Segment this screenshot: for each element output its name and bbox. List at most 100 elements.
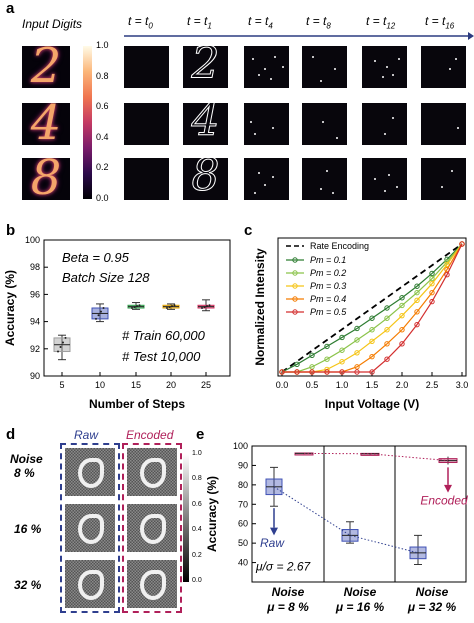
spike-dot (254, 133, 256, 135)
spike-dot (254, 192, 256, 194)
series-point (444, 261, 450, 268)
time-label: t = t4 (248, 14, 273, 31)
digit-zero-shape (140, 570, 166, 600)
digit-glyph: 4 (30, 103, 62, 145)
spike-dot (326, 170, 328, 172)
y-axis-label: Accuracy (%) (3, 270, 17, 346)
spike-dot (398, 58, 400, 60)
series-point (339, 359, 345, 365)
series-point (414, 289, 420, 296)
legend-label: Pm = 0.3 (310, 281, 346, 291)
box-point (208, 304, 211, 307)
time-label: t = t1 (187, 14, 212, 31)
spike-dot (258, 74, 260, 76)
colorbar-d (183, 454, 189, 582)
time-label: t = t16 (425, 14, 455, 31)
spike-dot (258, 172, 260, 174)
annot-batch: Batch Size 128 (62, 270, 150, 285)
time-label: t = t0 (128, 14, 153, 31)
box-point (95, 317, 97, 320)
spike-dot (374, 178, 376, 180)
series-point (414, 297, 420, 304)
spike-dot (334, 68, 336, 70)
encoded-noisy-image (127, 560, 177, 608)
series-line (282, 243, 463, 373)
x-tick-label: 5 (59, 380, 64, 390)
ratio-label: μ/σ = 2.67 (255, 559, 312, 573)
colorbar-tick: 0.6 (96, 101, 109, 112)
encoded-label: Encoded (420, 493, 468, 507)
series-point (399, 341, 405, 347)
legend-marker (292, 283, 298, 289)
digit-zero-shape (140, 458, 166, 488)
series-point (429, 275, 435, 282)
series-point (399, 327, 405, 333)
box-point (206, 305, 208, 308)
y-tick-label: 100 (25, 235, 40, 245)
spike-frame (362, 158, 407, 200)
series-point (414, 283, 420, 289)
box-point (97, 314, 100, 317)
colorbar-tick: 0.0 (96, 193, 109, 203)
spike-frame (421, 103, 466, 145)
series-point (354, 350, 360, 356)
spike-dot (384, 190, 386, 192)
y-tick-label: 92 (30, 344, 40, 354)
colorbar-tick: 0.2 (192, 551, 202, 559)
spike-dot (396, 186, 398, 188)
series-line-rate (281, 243, 463, 373)
x-tick-label: 3.0 (456, 380, 469, 390)
spike-dot (441, 186, 443, 188)
x-noise-label: Noise (416, 585, 449, 599)
timeline-arrow (124, 32, 474, 40)
x-axis-label: Input Voltage (V) (325, 397, 419, 411)
box-point (136, 305, 138, 308)
x-axis-label: Number of Steps (89, 397, 185, 411)
plot-frame (43, 239, 231, 377)
series-point (459, 241, 465, 247)
series-point (354, 325, 360, 332)
spike-dot (451, 170, 453, 172)
box-point (62, 341, 64, 344)
y-tick-label: 60 (238, 519, 248, 529)
box-point (171, 305, 173, 308)
noise-header: Noise (10, 452, 43, 466)
spike-dot (392, 117, 394, 119)
x-tick-label: 1.0 (336, 380, 349, 390)
series-point (384, 327, 390, 333)
spike-frame (421, 158, 466, 200)
box-point (201, 307, 203, 309)
series-point (339, 369, 345, 375)
box-point (102, 307, 105, 309)
encoded-frame (122, 443, 182, 613)
box-point (64, 336, 67, 339)
spike-frame (244, 46, 289, 88)
box-point (138, 304, 141, 307)
annot-train: # Train 60,000 (122, 328, 205, 343)
spike-frame (124, 158, 169, 200)
spike-frame (302, 158, 347, 200)
series-point (399, 295, 405, 301)
spike-dot (320, 80, 322, 82)
spike-frame (244, 103, 289, 145)
series-point (384, 305, 390, 311)
series-point (429, 298, 435, 305)
colorbar-tick: 0.2 (96, 162, 109, 173)
series-point (324, 343, 330, 350)
digit-outline: 8 (191, 158, 220, 200)
plot-frame (251, 445, 467, 583)
colorbar-tick: 1.0 (96, 40, 109, 50)
series-point (339, 347, 345, 353)
colorbar-tick: 0.0 (192, 577, 202, 584)
series-point (399, 302, 405, 309)
series-point (354, 369, 360, 375)
y-tick-label: 80 (238, 480, 248, 490)
raw-noisy-image (65, 448, 115, 496)
annot-test: # Test 10,000 (122, 349, 201, 364)
spike-dot (374, 60, 376, 62)
colorbar-tick: 0.8 (96, 70, 109, 81)
time-label: t = t8 (306, 14, 331, 31)
spike-dot (336, 137, 338, 139)
series-line (282, 243, 463, 373)
noise-level-label: 32 % (14, 578, 42, 592)
